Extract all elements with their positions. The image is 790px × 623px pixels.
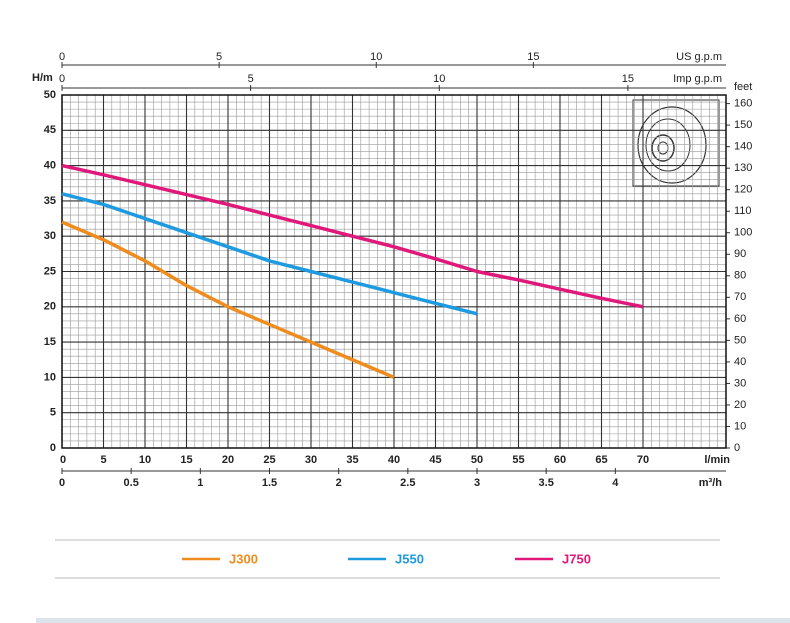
axis-tick-label: 0.5 <box>124 477 139 489</box>
y2-tick-label: 110 <box>734 205 752 217</box>
y-tick-label: 15 <box>44 336 56 348</box>
x-tick-label: 15 <box>180 454 192 466</box>
y2-tick-label: 30 <box>734 377 746 389</box>
y2-tick-label: 130 <box>734 162 752 174</box>
y2-tick-label: 10 <box>734 420 746 432</box>
axis-tick-label: 10 <box>433 73 445 85</box>
y-tick-label: 40 <box>44 160 56 172</box>
axis-tick-label: 1 <box>197 477 203 489</box>
x-tick-label: 35 <box>346 454 358 466</box>
y2-tick-label: 70 <box>734 291 746 303</box>
x-tick-label: 70 <box>637 454 649 466</box>
axis-tick-label: 3.5 <box>539 477 554 489</box>
axis-tick-label: 5 <box>248 73 254 85</box>
legend-label: J750 <box>562 551 591 566</box>
axis-tick-label: 3 <box>474 477 480 489</box>
x-tick-label: 50 <box>471 454 483 466</box>
x-tick-label: 40 <box>388 454 400 466</box>
y2-axis-label: feet <box>734 81 752 93</box>
axis-label: Imp g.p.m <box>673 73 722 85</box>
axis-label: m³/h <box>699 477 723 489</box>
series-line <box>61 163 644 309</box>
y2-tick-label: 50 <box>734 334 746 346</box>
axis-tick-label: 0 <box>59 477 65 489</box>
y-tick-label: 25 <box>44 265 56 277</box>
y2-tick-label: 40 <box>734 356 746 368</box>
y2-tick-label: 80 <box>734 270 746 282</box>
axis-tick-label: 0 <box>59 51 65 63</box>
axis-tick-label: 2.5 <box>400 477 415 489</box>
y2-tick-label: 150 <box>734 119 752 131</box>
y-tick-label: 20 <box>44 301 56 313</box>
x-tick-label: 25 <box>263 454 275 466</box>
axis-tick-label: 15 <box>527 51 539 63</box>
y2-tick-label: 140 <box>734 141 752 153</box>
y-tick-label: 30 <box>44 230 56 242</box>
footer-band <box>36 618 790 623</box>
series-line <box>61 220 395 380</box>
axis-tick-label: 2 <box>336 477 342 489</box>
impeller-eye <box>651 134 675 162</box>
y-tick-label: 50 <box>44 89 56 101</box>
y-axis-label: H/m <box>32 72 53 84</box>
x-tick-label: 5 <box>100 454 106 466</box>
y2-tick-label: 120 <box>734 184 752 196</box>
y-tick-label: 10 <box>44 371 56 383</box>
x-tick-label: 30 <box>305 454 317 466</box>
x-tick-label: 60 <box>554 454 566 466</box>
y-tick-label: 0 <box>50 442 56 454</box>
y2-tick-label: 0 <box>734 442 740 454</box>
x-tick-label: 55 <box>512 454 524 466</box>
x-tick-label: 0 <box>60 454 66 466</box>
axis-tick-label: 5 <box>216 51 222 63</box>
axis-tick-label: 4 <box>612 477 619 489</box>
x-tick-label: 65 <box>595 454 607 466</box>
legend-label: J300 <box>229 551 258 566</box>
axis-tick-label: 1.5 <box>262 477 277 489</box>
y2-tick-label: 20 <box>734 399 746 411</box>
x-tick-label: 20 <box>222 454 234 466</box>
y2-tick-label: 90 <box>734 248 746 260</box>
x-axis-label: l/min <box>704 454 730 466</box>
axis-tick-label: 10 <box>370 51 382 63</box>
x-tick-label: 45 <box>429 454 441 466</box>
axis-label: US g.p.m <box>676 51 722 63</box>
impeller-outer <box>637 106 707 184</box>
x-tick-label: 10 <box>139 454 151 466</box>
y-tick-label: 5 <box>50 407 56 419</box>
axis-tick-label: 0 <box>59 73 65 85</box>
series-line <box>61 192 478 316</box>
y2-tick-label: 160 <box>734 98 752 110</box>
axis-tick-label: 15 <box>622 73 634 85</box>
y-tick-label: 35 <box>44 195 56 207</box>
y2-tick-label: 60 <box>734 313 746 325</box>
legend-label: J550 <box>395 551 424 566</box>
plot-border <box>61 94 727 449</box>
y2-tick-label: 100 <box>734 227 752 239</box>
y-tick-label: 45 <box>44 124 56 136</box>
